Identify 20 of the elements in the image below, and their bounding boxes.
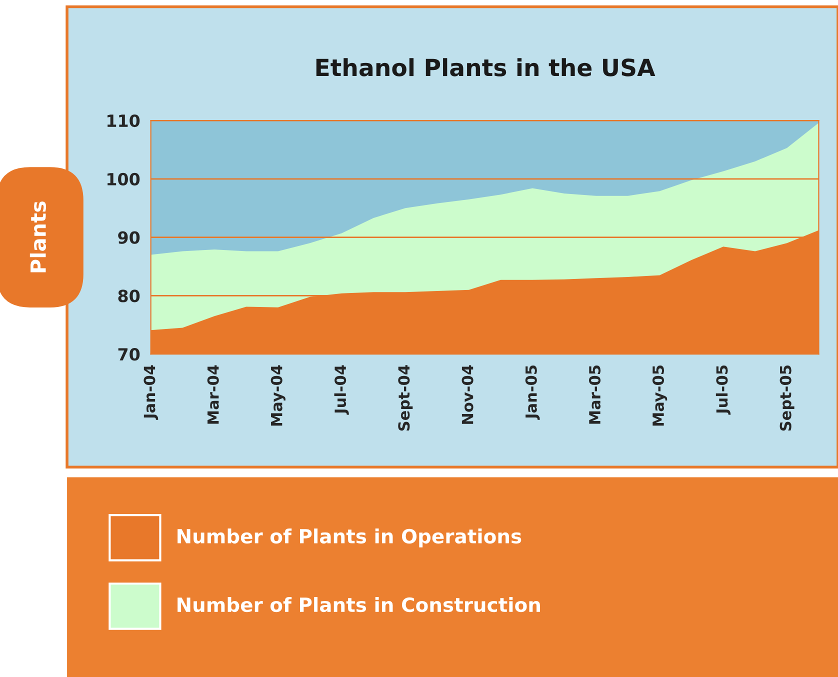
x-tick-label: Mar-05 — [588, 366, 601, 424]
chart-title: Ethanol Plants in the USA — [316, 58, 656, 76]
x-tick-label: Jul-04 — [334, 365, 349, 415]
legend-label: Number of Plants in Operations — [178, 528, 522, 548]
x-tick-label: Jul-05 — [716, 366, 731, 415]
x-tick-label: May-05 — [652, 366, 668, 426]
x-tick-label: Sept-04 — [398, 365, 413, 431]
y-tick-label: 90 — [118, 231, 140, 244]
x-tick-label: Jan-05 — [525, 366, 540, 420]
y-tick-label: 70 — [118, 348, 140, 361]
y-tick-label: 110 — [108, 114, 140, 128]
x-tick-label: Jan-04 — [144, 365, 158, 420]
y-tick-label: 100 — [108, 172, 140, 186]
legend-label: Number of Plants in Construction — [178, 597, 540, 612]
x-tick-label: Nov-04 — [462, 365, 474, 424]
x-tick-label: Sept-05 — [780, 366, 794, 431]
y-tick-label: 80 — [118, 290, 140, 302]
x-tick-label: Mar-04 — [207, 365, 219, 424]
x-tick-label: May-04 — [270, 365, 286, 426]
y-axis-title: Plants — [30, 201, 46, 272]
